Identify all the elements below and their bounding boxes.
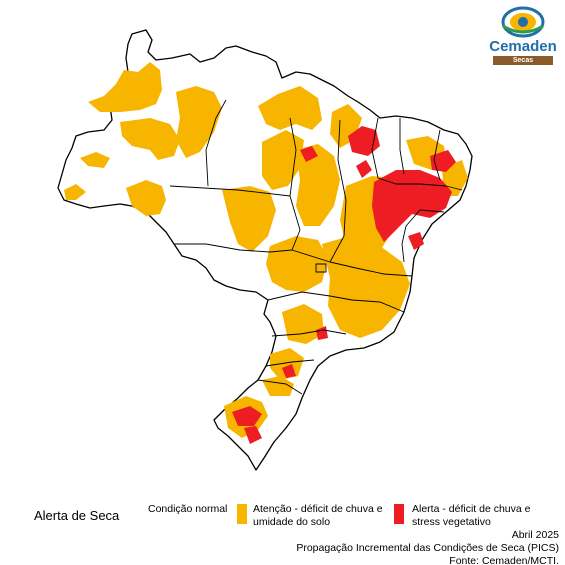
alert-regions: [232, 126, 456, 444]
legend-attention-swatch: [237, 504, 247, 524]
attention-regions: [64, 62, 468, 438]
attention-region: [282, 304, 324, 344]
info-product: Propagação Incremental das Condições de …: [296, 542, 559, 554]
attention-region: [262, 130, 304, 190]
state-boundary: [174, 243, 413, 277]
state-boundary: [401, 209, 445, 263]
alert-region: [300, 146, 318, 162]
legend-alert-swatch: [394, 504, 404, 524]
attention-region: [322, 236, 410, 338]
info-date: Abril 2025: [511, 529, 559, 541]
logo-subtitle: Secas: [493, 56, 553, 65]
state-boundary: [289, 117, 301, 251]
alert-region: [430, 150, 456, 172]
map-info: Abril 2025 Propagação Incremental das Co…: [296, 529, 559, 565]
attention-region: [64, 184, 86, 200]
state-boundary: [169, 185, 291, 197]
attention-region: [266, 236, 328, 292]
alert-region: [372, 170, 452, 242]
state-boundary: [315, 263, 327, 273]
legend-normal-label: Condição normal: [148, 503, 228, 515]
attention-region: [262, 376, 294, 396]
attention-region: [126, 180, 166, 216]
state-boundary: [267, 291, 405, 313]
attention-region: [80, 152, 110, 168]
state-boundary: [271, 329, 347, 337]
legend-title: Alerta de Seca: [34, 508, 120, 523]
attention-region: [222, 186, 276, 252]
state-boundary: [257, 379, 303, 395]
state-boundary: [265, 359, 315, 367]
alert-region: [316, 326, 328, 340]
attention-region: [296, 144, 340, 226]
state-boundary: [371, 117, 463, 191]
brazil-drought-map: [57, 29, 473, 471]
attention-region: [120, 118, 180, 160]
attention-region: [176, 86, 222, 158]
state-boundary: [205, 99, 227, 187]
legend-alert-label: Alerta - déficit de chuva e stress veget…: [412, 503, 531, 528]
alert-region: [408, 232, 424, 250]
state-boundaries: [169, 99, 463, 395]
attention-region: [258, 86, 322, 130]
legend-attention-label: Atenção - déficit de chuva e umidade do …: [253, 503, 383, 528]
state-boundary: [433, 129, 441, 181]
alert-region: [232, 406, 262, 426]
cemaden-logo: Cemaden Secas: [489, 4, 557, 66]
attention-region: [270, 348, 304, 380]
alert-region: [244, 426, 262, 444]
alert-region: [282, 364, 296, 378]
state-boundary: [329, 119, 347, 263]
alert-region: [356, 160, 372, 178]
logo-name: Cemaden: [489, 38, 557, 55]
attention-region: [88, 62, 162, 112]
info-source: Fonte: Cemaden/MCTI.: [449, 555, 559, 565]
state-boundary: [399, 118, 405, 175]
